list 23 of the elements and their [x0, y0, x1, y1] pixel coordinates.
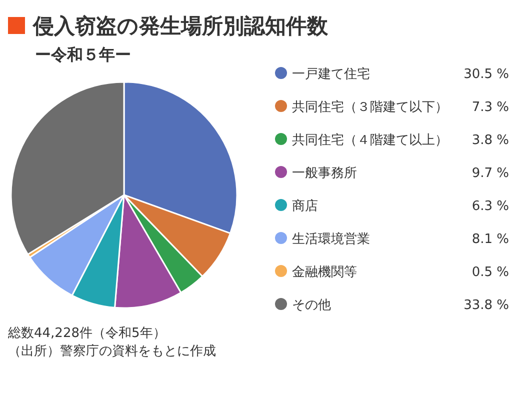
pie-slice — [10, 81, 125, 256]
chart-subtitle: ー令和５年ー — [35, 45, 131, 64]
legend-label: 金融機関等 — [292, 265, 357, 280]
data-label: 0.5 % — [472, 265, 509, 280]
legend-label: 生活環境営業 — [292, 231, 370, 247]
data-label: 3.8 % — [472, 133, 509, 148]
data-label: 9.7 % — [472, 166, 509, 181]
pie-slice — [123, 194, 232, 278]
legend-label: 一般事務所 — [292, 166, 357, 181]
legend-label: 共同住宅（３階建て以下） — [292, 99, 448, 115]
pie-slice — [123, 81, 238, 234]
data-label: 33.8 % — [464, 298, 509, 313]
data-label: 30.5 % — [464, 67, 509, 82]
data-label: 8.1 % — [472, 232, 509, 247]
data-label: 7.3 % — [472, 100, 509, 115]
legend-label: 一戸建て住宅 — [292, 66, 370, 82]
data-label: 6.3 % — [472, 199, 509, 214]
legend-label: 共同住宅（４階建て以上） — [292, 132, 448, 148]
legend-label: その他 — [292, 298, 331, 313]
chart-title: 侵入窃盗の発生場所別認知件数 — [32, 14, 329, 38]
legend-label: 商店 — [292, 198, 318, 214]
text: （出所）警察庁の資料をもとに作成 — [8, 343, 216, 359]
text: 総数44,228件（令和5年） — [7, 326, 166, 341]
